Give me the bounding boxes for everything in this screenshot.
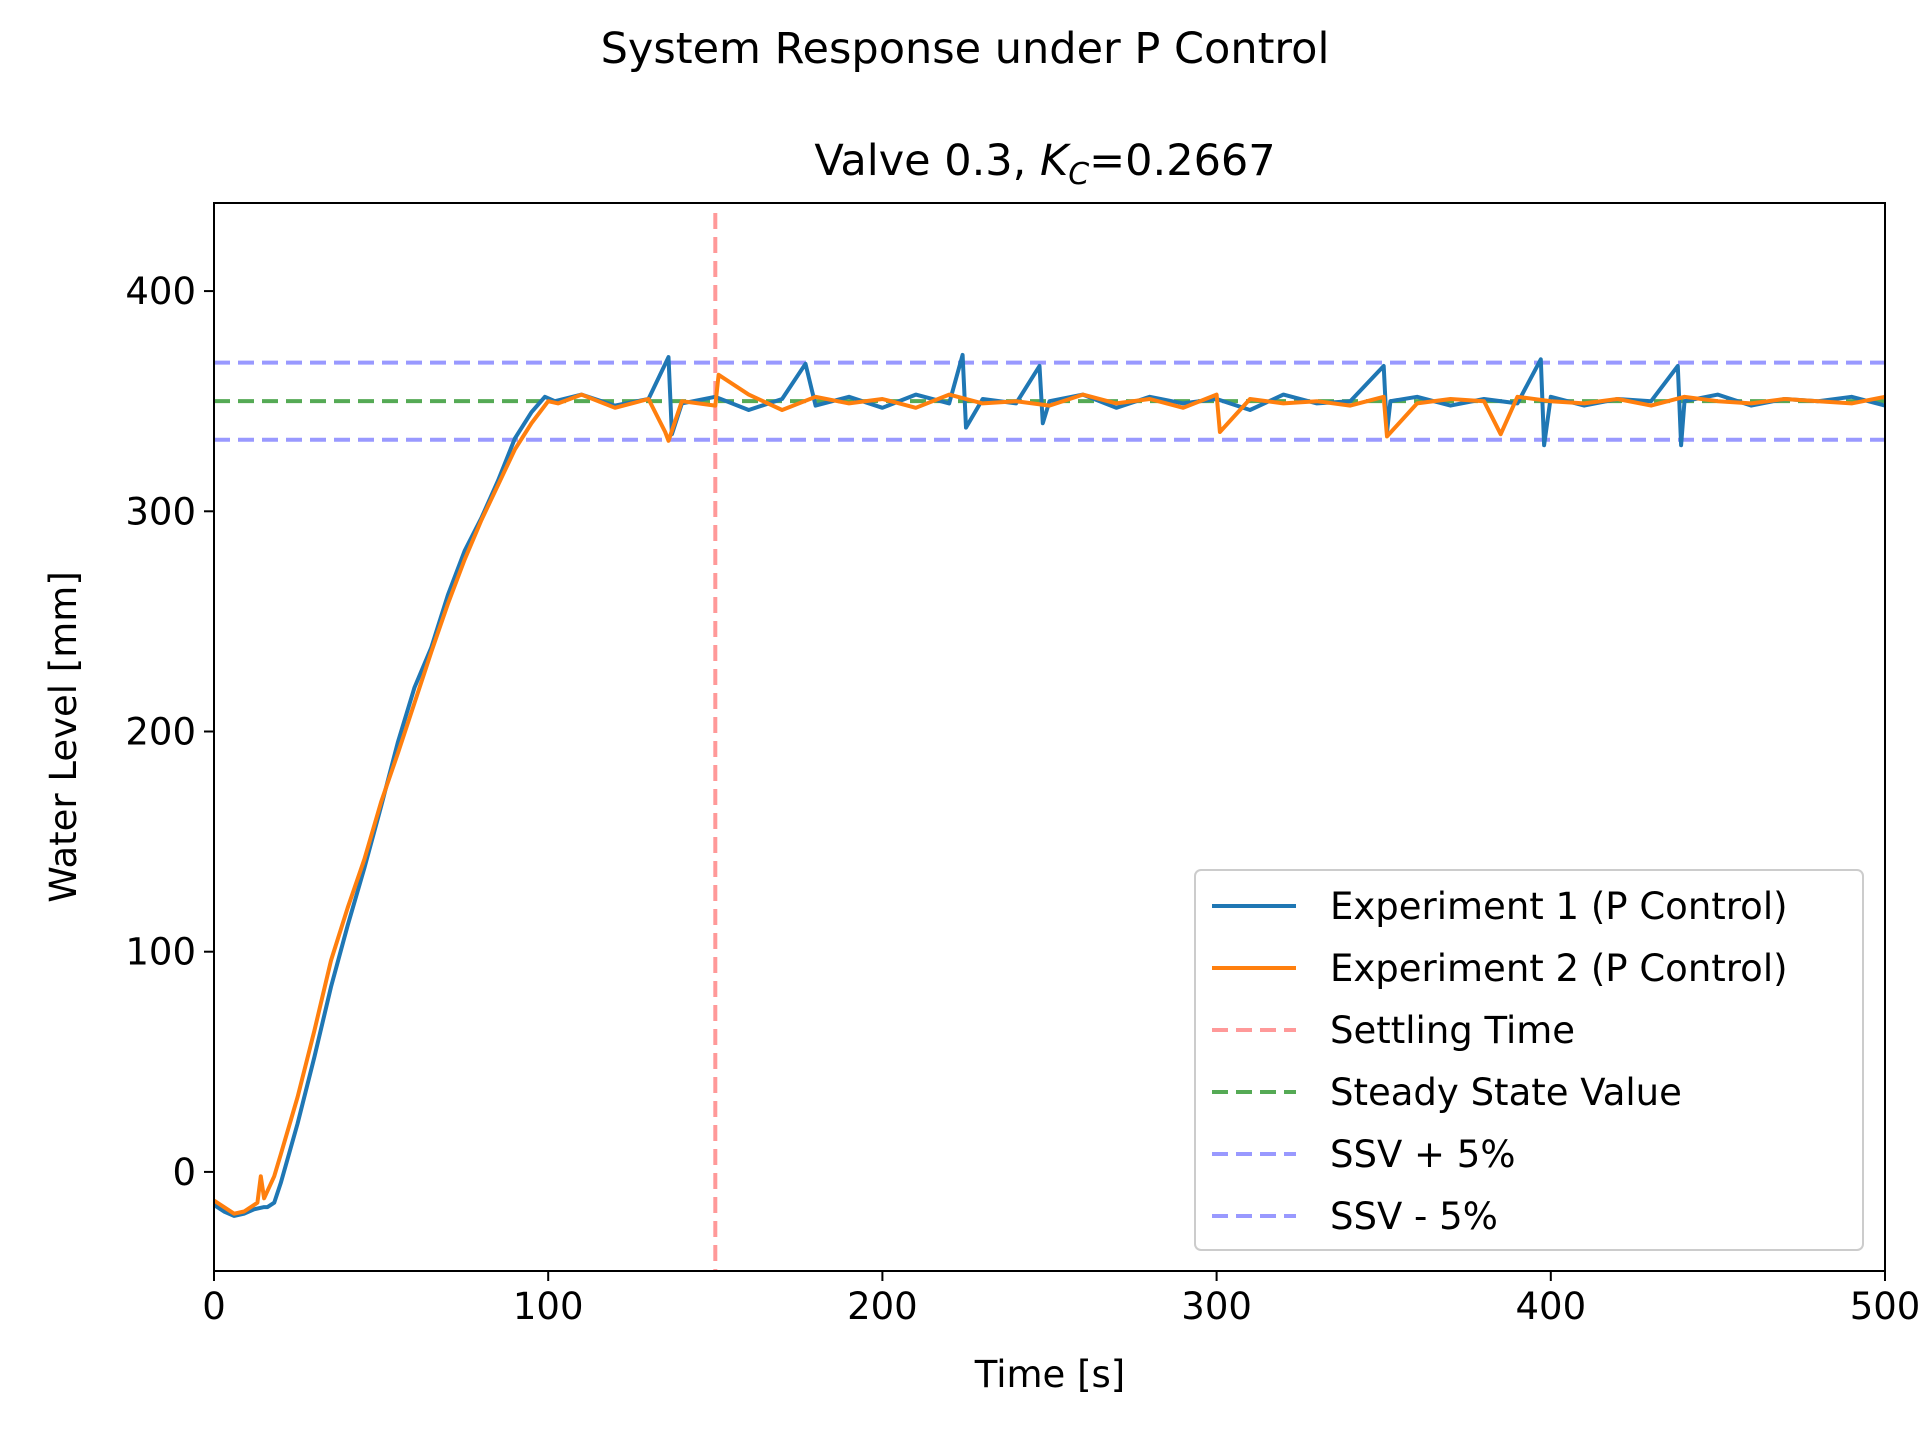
y-tick-label: 200 bbox=[125, 710, 196, 753]
y-axis-label: Water Level [mm] bbox=[42, 571, 85, 903]
chart-suptitle: System Response under P Control bbox=[601, 24, 1330, 74]
y-tick-label: 100 bbox=[125, 931, 196, 974]
y-axis: 0 100 200 300 400 bbox=[125, 270, 214, 1194]
plot-frame bbox=[213, 202, 1886, 1272]
chart-title-kc-sub: C bbox=[1068, 157, 1089, 192]
legend-frame bbox=[1194, 869, 1864, 1251]
series-line-1 bbox=[212, 352, 1886, 1218]
x-tick-label: 400 bbox=[1515, 1285, 1586, 1328]
x-axis: 0 100 200 300 400 500 bbox=[202, 1271, 1920, 1328]
chart-title-prefix: Valve 0.3, bbox=[814, 136, 1040, 186]
series-line-2 bbox=[212, 372, 1886, 1216]
x-tick-label: 100 bbox=[513, 1285, 584, 1328]
y-tick-label: 400 bbox=[125, 270, 196, 313]
x-tick-label: 0 bbox=[202, 1285, 226, 1328]
legend-label-2: Experiment 2 (P Control) bbox=[1330, 947, 1788, 990]
legend-label-4: Steady State Value bbox=[1330, 1071, 1682, 1114]
legend-label-3: Settling Time bbox=[1330, 1009, 1575, 1052]
legend: Experiment 1 (P Control) Experiment 2 (P … bbox=[1194, 869, 1864, 1251]
plot-area bbox=[212, 202, 1886, 1272]
chart-title-kc-base: K bbox=[1040, 136, 1072, 186]
y-tick-label: 300 bbox=[125, 490, 196, 533]
legend-label-5: SSV + 5% bbox=[1330, 1133, 1516, 1176]
x-tick-label: 500 bbox=[1850, 1285, 1920, 1328]
legend-label-1: Experiment 1 (P Control) bbox=[1330, 885, 1788, 928]
x-tick-label: 300 bbox=[1181, 1285, 1252, 1328]
series-lines bbox=[212, 352, 1886, 1218]
chart-title-kc-value: =0.2667 bbox=[1089, 136, 1276, 186]
x-tick-label: 200 bbox=[847, 1285, 918, 1328]
legend-label-6: SSV - 5% bbox=[1330, 1195, 1498, 1238]
x-axis-label: Time [s] bbox=[974, 1353, 1125, 1396]
y-tick-label: 0 bbox=[172, 1151, 196, 1194]
chart-title: Valve 0.3, KC=0.2667 bbox=[814, 136, 1275, 192]
